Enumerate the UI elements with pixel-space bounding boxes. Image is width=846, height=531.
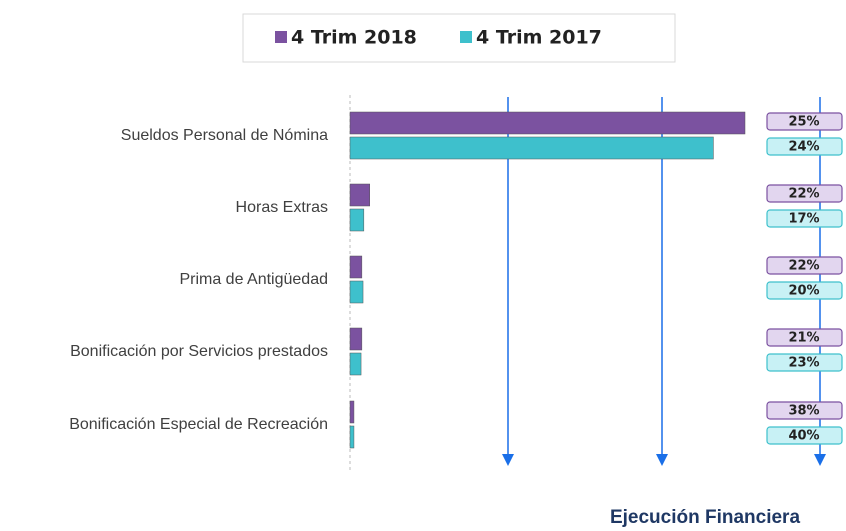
execution-box xyxy=(766,426,843,445)
legend-label: 4 Trim 2018 xyxy=(291,27,417,49)
execution-box xyxy=(766,112,843,131)
bar xyxy=(349,255,363,279)
legend-swatch xyxy=(275,31,287,43)
bar xyxy=(349,111,746,135)
category-label: Prima de Antigüedad xyxy=(179,271,328,288)
execution-label: 24% xyxy=(788,140,819,155)
execution-label: 25% xyxy=(788,115,819,130)
execution-label: 22% xyxy=(788,187,819,202)
execution-label: 23% xyxy=(788,356,819,371)
execution-label: 40% xyxy=(788,429,819,444)
bar xyxy=(349,327,363,351)
execution-label: 20% xyxy=(788,284,819,299)
bar xyxy=(349,183,370,207)
category-label: Bonificación por Servicios prestados xyxy=(70,343,328,360)
execution-label: 21% xyxy=(788,331,819,346)
execution-title: Ejecución Financiera xyxy=(610,507,800,528)
category-label: Sueldos Personal de Nómina xyxy=(121,127,328,144)
execution-box xyxy=(766,184,843,203)
legend-swatch xyxy=(460,31,472,43)
bar xyxy=(349,280,364,304)
execution-label: 38% xyxy=(788,404,819,419)
bar xyxy=(349,352,362,376)
execution-box xyxy=(766,353,843,372)
legend-label: 4 Trim 2017 xyxy=(476,27,602,49)
execution-box xyxy=(766,281,843,300)
bar xyxy=(349,400,355,424)
bar xyxy=(349,425,355,449)
execution-box xyxy=(766,256,843,275)
execution-box xyxy=(766,328,843,347)
bar xyxy=(349,208,365,232)
bar xyxy=(349,136,714,160)
execution-box xyxy=(766,401,843,420)
execution-label: 22% xyxy=(788,259,819,274)
execution-box xyxy=(766,137,843,156)
execution-label: 17% xyxy=(788,212,819,227)
execution-box xyxy=(766,209,843,228)
category-label: Horas Extras xyxy=(236,199,328,216)
legend-box xyxy=(242,13,676,63)
category-label: Bonificación Especial de Recreación xyxy=(69,416,328,433)
